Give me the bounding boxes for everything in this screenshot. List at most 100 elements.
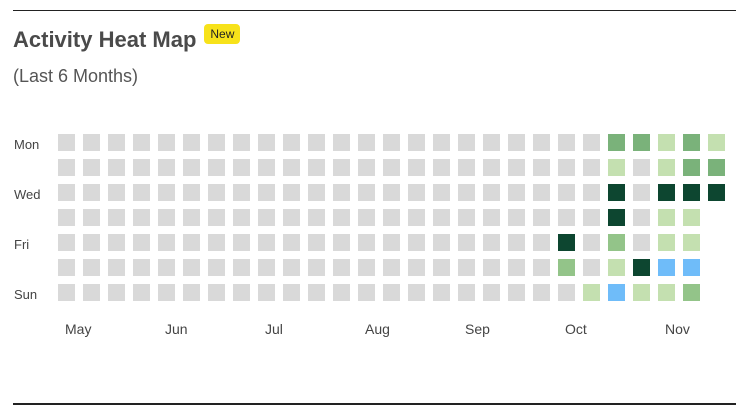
heatmap-cell[interactable]	[83, 134, 100, 151]
heatmap-cell[interactable]	[108, 159, 125, 176]
heatmap-cell[interactable]	[358, 159, 375, 176]
heatmap-cell[interactable]	[433, 234, 450, 251]
heatmap-cell[interactable]	[308, 159, 325, 176]
heatmap-cell[interactable]	[133, 184, 150, 201]
heatmap-cell[interactable]	[233, 234, 250, 251]
heatmap-cell[interactable]	[58, 134, 75, 151]
heatmap-cell[interactable]	[533, 234, 550, 251]
heatmap-cell[interactable]	[408, 159, 425, 176]
heatmap-cell[interactable]	[208, 209, 225, 226]
heatmap-cell[interactable]	[158, 159, 175, 176]
heatmap-cell[interactable]	[408, 134, 425, 151]
heatmap-cell[interactable]	[383, 259, 400, 276]
heatmap-cell[interactable]	[233, 209, 250, 226]
heatmap-cell[interactable]	[533, 184, 550, 201]
heatmap-cell[interactable]	[708, 134, 725, 151]
heatmap-cell[interactable]	[558, 209, 575, 226]
heatmap-cell[interactable]	[458, 134, 475, 151]
heatmap-cell[interactable]	[508, 284, 525, 301]
heatmap-cell[interactable]	[283, 284, 300, 301]
heatmap-cell[interactable]	[258, 259, 275, 276]
heatmap-cell[interactable]	[108, 284, 125, 301]
heatmap-cell[interactable]	[158, 259, 175, 276]
heatmap-cell[interactable]	[183, 284, 200, 301]
heatmap-cell[interactable]	[683, 259, 700, 276]
heatmap-cell[interactable]	[608, 159, 625, 176]
heatmap-cell[interactable]	[133, 159, 150, 176]
heatmap-cell[interactable]	[583, 209, 600, 226]
heatmap-cell[interactable]	[333, 234, 350, 251]
heatmap-cell[interactable]	[158, 234, 175, 251]
heatmap-cell[interactable]	[458, 209, 475, 226]
heatmap-cell[interactable]	[533, 284, 550, 301]
heatmap-cell[interactable]	[408, 284, 425, 301]
heatmap-cell[interactable]	[208, 284, 225, 301]
heatmap-cell[interactable]	[433, 184, 450, 201]
heatmap-cell[interactable]	[208, 184, 225, 201]
heatmap-cell[interactable]	[483, 159, 500, 176]
heatmap-cell[interactable]	[233, 184, 250, 201]
heatmap-cell[interactable]	[383, 209, 400, 226]
heatmap-cell[interactable]	[183, 159, 200, 176]
heatmap-cell[interactable]	[433, 159, 450, 176]
heatmap-cell[interactable]	[558, 134, 575, 151]
heatmap-cell[interactable]	[658, 209, 675, 226]
heatmap-cell[interactable]	[308, 184, 325, 201]
heatmap-cell[interactable]	[458, 234, 475, 251]
heatmap-cell[interactable]	[133, 259, 150, 276]
heatmap-cell[interactable]	[233, 284, 250, 301]
heatmap-cell[interactable]	[58, 159, 75, 176]
heatmap-cell[interactable]	[458, 184, 475, 201]
heatmap-cell[interactable]	[308, 134, 325, 151]
heatmap-cell[interactable]	[558, 184, 575, 201]
heatmap-cell[interactable]	[508, 259, 525, 276]
heatmap-cell[interactable]	[583, 159, 600, 176]
heatmap-cell[interactable]	[633, 209, 650, 226]
heatmap-cell[interactable]	[483, 234, 500, 251]
heatmap-cell[interactable]	[183, 234, 200, 251]
heatmap-cell[interactable]	[608, 209, 625, 226]
heatmap-cell[interactable]	[583, 234, 600, 251]
heatmap-cell[interactable]	[658, 134, 675, 151]
heatmap-cell[interactable]	[633, 184, 650, 201]
heatmap-cell[interactable]	[508, 184, 525, 201]
heatmap-cell[interactable]	[683, 184, 700, 201]
heatmap-cell[interactable]	[658, 284, 675, 301]
heatmap-cell[interactable]	[458, 284, 475, 301]
heatmap-cell[interactable]	[483, 209, 500, 226]
heatmap-cell[interactable]	[208, 159, 225, 176]
heatmap-cell[interactable]	[83, 184, 100, 201]
heatmap-cell[interactable]	[433, 209, 450, 226]
heatmap-cell[interactable]	[83, 259, 100, 276]
heatmap-cell[interactable]	[483, 134, 500, 151]
heatmap-cell[interactable]	[383, 184, 400, 201]
heatmap-cell[interactable]	[408, 209, 425, 226]
heatmap-cell[interactable]	[108, 259, 125, 276]
heatmap-cell[interactable]	[358, 134, 375, 151]
heatmap-cell[interactable]	[308, 284, 325, 301]
heatmap-cell[interactable]	[83, 234, 100, 251]
heatmap-cell[interactable]	[608, 284, 625, 301]
heatmap-cell[interactable]	[433, 134, 450, 151]
heatmap-cell[interactable]	[133, 234, 150, 251]
heatmap-cell[interactable]	[158, 284, 175, 301]
heatmap-cell[interactable]	[283, 234, 300, 251]
heatmap-cell[interactable]	[108, 184, 125, 201]
heatmap-cell[interactable]	[58, 259, 75, 276]
heatmap-cell[interactable]	[708, 159, 725, 176]
heatmap-cell[interactable]	[708, 184, 725, 201]
heatmap-cell[interactable]	[408, 184, 425, 201]
heatmap-cell[interactable]	[383, 159, 400, 176]
heatmap-cell[interactable]	[658, 184, 675, 201]
heatmap-cell[interactable]	[183, 134, 200, 151]
heatmap-cell[interactable]	[283, 134, 300, 151]
heatmap-cell[interactable]	[583, 284, 600, 301]
heatmap-cell[interactable]	[283, 259, 300, 276]
heatmap-cell[interactable]	[183, 184, 200, 201]
heatmap-cell[interactable]	[608, 234, 625, 251]
heatmap-cell[interactable]	[358, 234, 375, 251]
heatmap-cell[interactable]	[133, 209, 150, 226]
heatmap-cell[interactable]	[358, 209, 375, 226]
heatmap-cell[interactable]	[258, 284, 275, 301]
heatmap-cell[interactable]	[458, 159, 475, 176]
